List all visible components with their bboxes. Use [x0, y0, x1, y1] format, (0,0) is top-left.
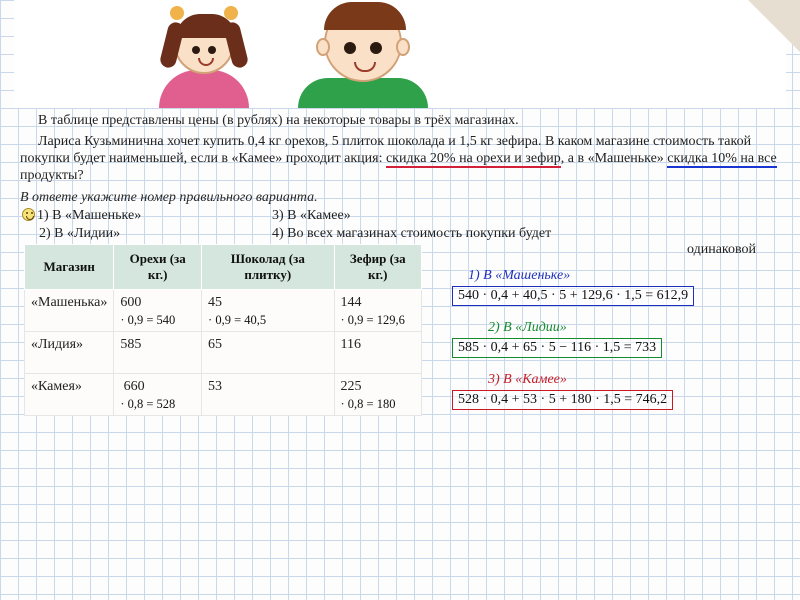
- cell-calc: · 0,9 = 40,5: [208, 313, 327, 328]
- promo-blue-underline: скидка 10% на все: [667, 151, 776, 168]
- cell-calc: · 0,9 = 129,6: [341, 313, 415, 328]
- cartoon-girl: [174, 14, 234, 108]
- option-4: 4) Во всех магазинах стоимость покупки б…: [272, 226, 551, 242]
- cell-val: 225: [341, 379, 362, 394]
- cell-shop: «Камея»: [31, 379, 82, 394]
- answer-2-label: 2) В «Лидии»: [488, 320, 786, 336]
- option-3: 3) В «Камее»: [272, 208, 351, 224]
- smiley-icon: [22, 208, 35, 221]
- cell-val: 660: [124, 379, 145, 394]
- cell-val: 116: [341, 337, 361, 352]
- cell-shop: «Лидия»: [31, 337, 83, 352]
- table-row: «Лидия» 585 65 116: [25, 332, 422, 374]
- options-row-1: 1) В «Машеньке» 3) В «Камее»: [22, 208, 786, 224]
- header-illustration: [14, 0, 786, 108]
- cartoon-boy: [324, 4, 402, 108]
- answer-2-calc: 585 · 0,4 + 65 · 5 − 116 · 1,5 = 733: [452, 338, 662, 358]
- cell-val: 600: [120, 295, 141, 310]
- cell-val: 53: [208, 379, 222, 394]
- instruction-text: В ответе укажите номер правильного вариа…: [20, 190, 780, 206]
- th-zefir: Зефир (за кг.): [334, 245, 421, 290]
- options-row-2: 2) В «Лидии» 4) Во всех магазинах стоимо…: [22, 226, 786, 242]
- cell-val: 45: [208, 295, 222, 310]
- cell-val: 144: [341, 295, 362, 310]
- problem-end: продукты?: [20, 168, 84, 183]
- answer-1-label: 1) В «Машеньке»: [468, 268, 786, 284]
- th-nuts: Орехи (за кг.): [114, 245, 202, 290]
- th-choc: Шоколад (за плитку): [202, 245, 334, 290]
- table-row: «Машенька» 600 · 0,9 = 540 45 · 0,9 = 40,5…: [25, 290, 422, 332]
- intro-text: В таблице представлены цены (в рублях) н…: [20, 112, 780, 129]
- problem-mid: , а в «Машеньке»: [561, 151, 668, 166]
- answer-3-calc: 528 · 0,4 + 53 · 5 + 180 · 1,5 = 746,2: [452, 390, 673, 410]
- solutions-panel: одинаковой 1) В «Машеньке» 540 · 0,4 + 4…: [422, 244, 786, 416]
- cell-val: 65: [208, 337, 222, 352]
- answer-1-calc: 540 · 0,4 + 40,5 · 5 + 129,6 · 1,5 = 612…: [452, 286, 694, 306]
- cell-calc: · 0,8 = 528: [120, 397, 195, 412]
- problem-text: Лариса Кузьминична хочет купить 0,4 кг о…: [20, 133, 780, 184]
- option-4-cont: одинаковой: [434, 242, 786, 258]
- promo-red-underline: скидка 20% на орехи и зефир: [386, 151, 561, 168]
- th-shop: Магазин: [25, 245, 114, 290]
- option-1: 1) В «Машеньке»: [37, 208, 141, 223]
- answer-3-label: 3) В «Камее»: [488, 372, 786, 388]
- price-table: Магазин Орехи (за кг.) Шоколад (за плитк…: [24, 244, 422, 416]
- cell-calc: · 0,8 = 180: [341, 397, 415, 412]
- cell-shop: «Машенька»: [31, 295, 107, 310]
- cell-calc: · 0,9 = 540: [120, 313, 195, 328]
- table-row: «Камея» 660 · 0,8 = 528 53 225 · 0,8 = 180: [25, 374, 422, 416]
- option-2: 2) В «Лидии»: [22, 226, 272, 242]
- cell-val: 585: [120, 337, 141, 352]
- page-corner-fold: [748, 0, 800, 52]
